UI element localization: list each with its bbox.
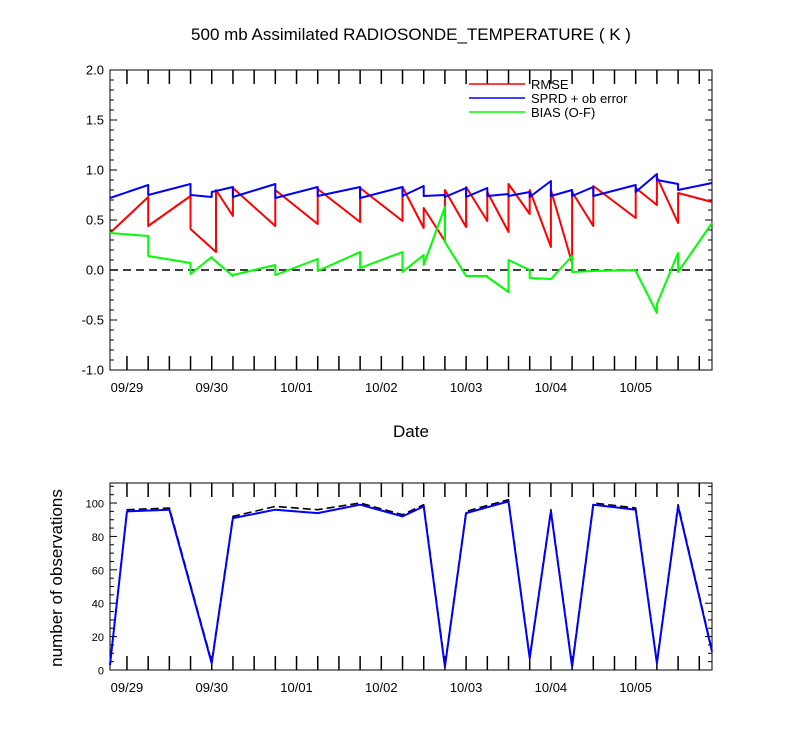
bottom-series-group xyxy=(109,498,713,668)
series-line-observations-dashed xyxy=(109,498,713,666)
y-tick-label: 1.0 xyxy=(86,163,104,178)
x-tick-label: 10/05 xyxy=(619,680,652,695)
y-tick-label: -0.5 xyxy=(82,313,104,328)
legend: RMSE SPRD + ob error BIAS (O-F) xyxy=(469,77,628,120)
x-tick-label: 09/29 xyxy=(111,380,144,395)
series-line-bias-o-f xyxy=(109,206,713,314)
x-tick-label: 09/29 xyxy=(111,680,144,695)
top-x-tick-labels: 09/29 09/30 10/01 10/02 10/03 10/04 10/05 xyxy=(111,380,652,395)
y-tick-label: 0.5 xyxy=(86,213,104,228)
y-tick-label: 0.0 xyxy=(86,263,104,278)
x-tick-label: 10/01 xyxy=(280,380,313,395)
x-tick-label: 10/02 xyxy=(365,380,398,395)
y-tick-label: 2.0 xyxy=(86,63,104,78)
y-tick-label: 60 xyxy=(92,565,104,577)
chart-title: 500 mb Assimilated RADIOSONDE_TEMPERATUR… xyxy=(191,25,631,44)
x-tick-label: 10/02 xyxy=(365,680,398,695)
series-line-sprd-ob-error xyxy=(109,173,713,199)
bottom-y-tick-labels: 0 20 40 60 80 100 xyxy=(86,499,104,678)
series-line-observations-solid xyxy=(109,500,713,668)
x-tick-label: 10/04 xyxy=(535,380,568,395)
legend-label-bias: BIAS (O-F) xyxy=(531,105,595,120)
y-tick-label: 80 xyxy=(92,532,104,544)
x-tick-label: 10/03 xyxy=(450,680,483,695)
top-y-tick-labels: -1.0 -0.5 0.0 0.5 1.0 1.5 2.0 xyxy=(82,63,104,378)
bottom-plot-frame xyxy=(109,482,713,671)
x-tick-label: 10/01 xyxy=(280,680,313,695)
bottom-x-tick-labels: 09/29 09/30 10/01 10/02 10/03 10/04 10/05 xyxy=(111,680,652,695)
x-tick-label: 10/04 xyxy=(535,680,568,695)
top-plot-frame xyxy=(109,69,713,371)
y-tick-label: -1.0 xyxy=(82,363,104,378)
y-tick-label: 1.5 xyxy=(86,113,104,128)
top-series-group xyxy=(109,173,713,314)
y-axis-label-observations: number of observations xyxy=(47,489,66,667)
bottom-plot: 0 20 40 60 80 100 09/29 09/30 10/01 10/02 10/03 10… xyxy=(86,482,713,695)
series-line-rmse xyxy=(109,176,713,264)
legend-label-rmse: RMSE xyxy=(531,77,569,92)
x-tick-label: 10/03 xyxy=(450,380,483,395)
y-tick-label: 20 xyxy=(92,632,104,644)
top-plot: -1.0 -0.5 0.0 0.5 1.0 1.5 2.0 09/29 09/30 10/01 1… xyxy=(82,63,713,395)
legend-label-sprd: SPRD + ob error xyxy=(531,91,628,106)
top-plot-ticks xyxy=(110,69,712,371)
x-tick-label: 09/30 xyxy=(195,680,228,695)
x-tick-label: 09/30 xyxy=(195,380,228,395)
x-axis-label: Date xyxy=(393,422,429,441)
x-tick-label: 10/05 xyxy=(619,380,652,395)
y-tick-label: 100 xyxy=(86,499,104,511)
y-tick-label: 40 xyxy=(92,599,104,611)
y-tick-label: 0 xyxy=(98,666,104,678)
